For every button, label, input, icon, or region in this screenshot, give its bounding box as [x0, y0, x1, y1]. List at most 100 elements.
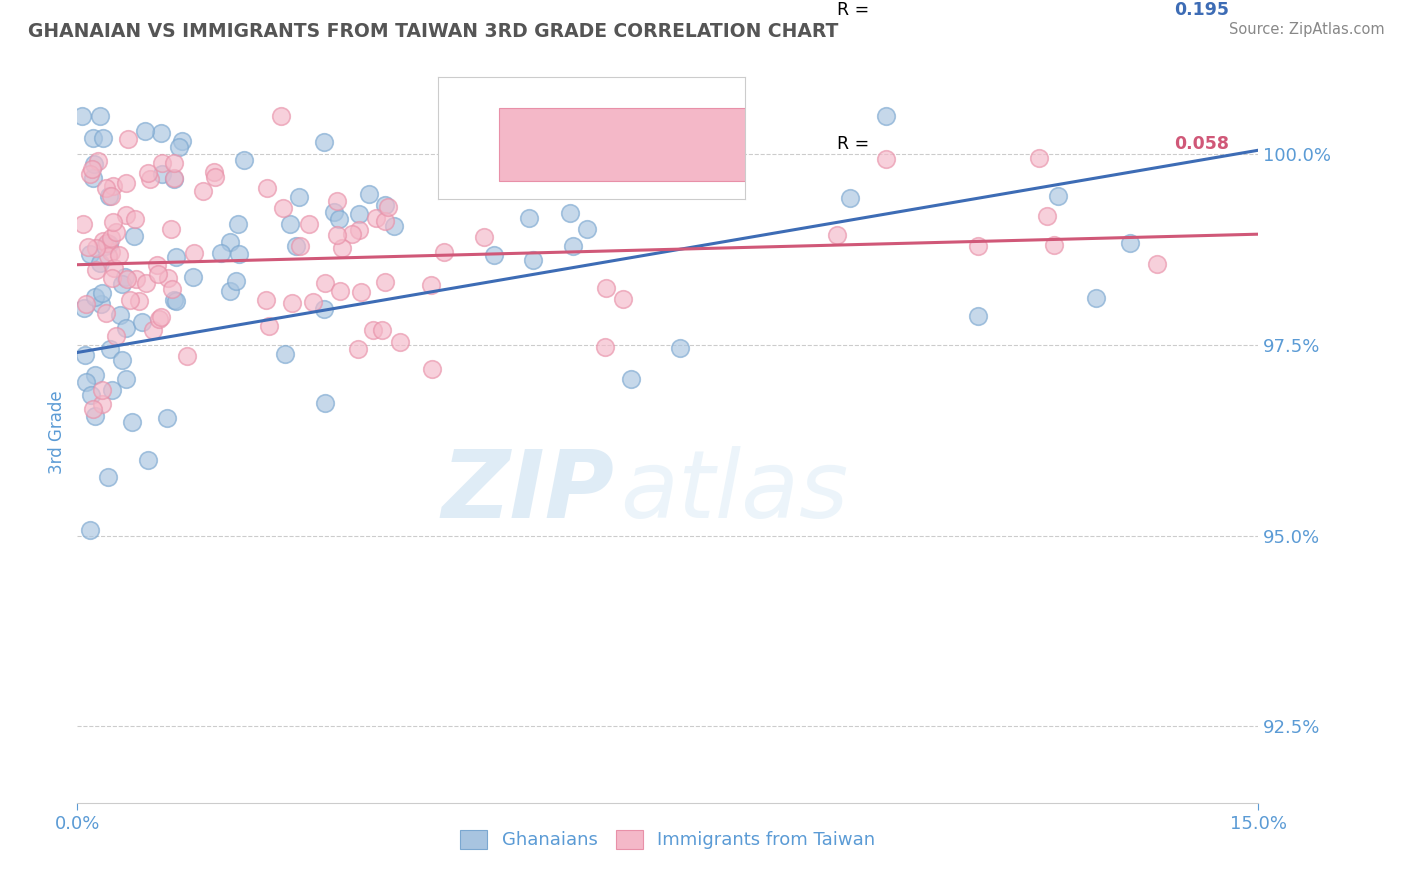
Point: [89, 255, 111, 269]
Point: [91, 397, 114, 411]
Point: [101, 383, 124, 397]
Point: [340, 227, 363, 241]
Point: [117, 272, 139, 286]
Point: [361, 323, 384, 337]
Point: [101, 271, 124, 285]
Point: [87, 154, 110, 169]
Point: [83, 409, 105, 423]
Point: [121, 416, 143, 430]
Point: [1047, 189, 1070, 203]
Point: [181, 269, 204, 284]
Point: [104, 225, 127, 239]
Point: [482, 247, 505, 261]
Point: [219, 235, 242, 249]
Point: [1042, 238, 1064, 252]
Point: [148, 311, 170, 326]
Point: [389, 334, 412, 349]
Point: [150, 310, 173, 325]
Point: [120, 293, 142, 307]
Point: [274, 347, 297, 361]
Point: [90, 297, 112, 311]
Point: [83, 157, 105, 171]
Point: [114, 372, 136, 386]
Point: [150, 156, 173, 170]
Point: [134, 123, 156, 137]
Text: GHANAIAN VS IMMIGRANTS FROM TAIWAN 3RD GRADE CORRELATION CHART: GHANAIAN VS IMMIGRANTS FROM TAIWAN 3RD G…: [28, 22, 838, 41]
Point: [75, 348, 97, 362]
Point: [84, 262, 107, 277]
Point: [875, 109, 897, 123]
Point: [204, 170, 226, 185]
Text: ZIP: ZIP: [441, 446, 614, 538]
Point: [228, 217, 250, 231]
Point: [122, 229, 145, 244]
Point: [103, 179, 125, 194]
Point: [105, 329, 128, 343]
Point: [374, 275, 396, 289]
Point: [270, 109, 292, 123]
Point: [167, 140, 190, 154]
Point: [84, 241, 107, 255]
Point: [103, 215, 125, 229]
Point: [366, 211, 388, 225]
Legend: Ghanaians, Immigrants from Taiwan: Ghanaians, Immigrants from Taiwan: [453, 822, 883, 856]
Point: [966, 309, 988, 323]
Point: [103, 260, 125, 275]
Point: [562, 239, 585, 253]
Point: [290, 239, 312, 253]
Point: [228, 247, 250, 261]
Point: [1084, 291, 1107, 305]
Point: [323, 205, 346, 219]
Point: [328, 211, 350, 226]
Point: [80, 388, 103, 402]
Point: [70, 109, 93, 123]
Point: [193, 184, 215, 198]
Point: [661, 120, 683, 135]
Point: [875, 152, 897, 166]
Point: [98, 343, 121, 357]
Point: [139, 172, 162, 186]
Point: [163, 156, 186, 170]
Point: [595, 281, 617, 295]
Point: [110, 353, 132, 368]
Point: [967, 239, 990, 253]
Point: [73, 301, 96, 316]
Point: [176, 349, 198, 363]
Point: [82, 171, 104, 186]
Point: [346, 342, 368, 356]
Point: [620, 371, 643, 385]
Point: [76, 240, 98, 254]
Point: [82, 401, 104, 416]
Point: [100, 230, 122, 244]
Point: [128, 294, 150, 309]
Point: [94, 238, 117, 252]
Point: [107, 248, 129, 262]
Point: [156, 270, 179, 285]
Point: [350, 285, 373, 299]
Point: [108, 309, 131, 323]
Point: [225, 274, 247, 288]
Point: [94, 181, 117, 195]
Point: [522, 253, 544, 268]
Point: [150, 127, 173, 141]
Point: [257, 319, 280, 334]
Point: [135, 276, 157, 290]
Point: [839, 191, 862, 205]
Point: [347, 223, 370, 237]
Point: [142, 323, 165, 337]
Point: [150, 167, 173, 181]
Point: [669, 341, 692, 355]
Point: [517, 211, 540, 225]
Point: [696, 109, 718, 123]
Point: [131, 315, 153, 329]
Point: [349, 207, 371, 221]
Point: [433, 244, 456, 259]
Point: [97, 249, 120, 263]
Point: [96, 236, 118, 251]
Point: [382, 219, 405, 234]
Point: [160, 282, 183, 296]
Point: [91, 285, 114, 300]
Point: [90, 383, 112, 397]
Point: [124, 212, 146, 227]
Point: [91, 234, 114, 248]
